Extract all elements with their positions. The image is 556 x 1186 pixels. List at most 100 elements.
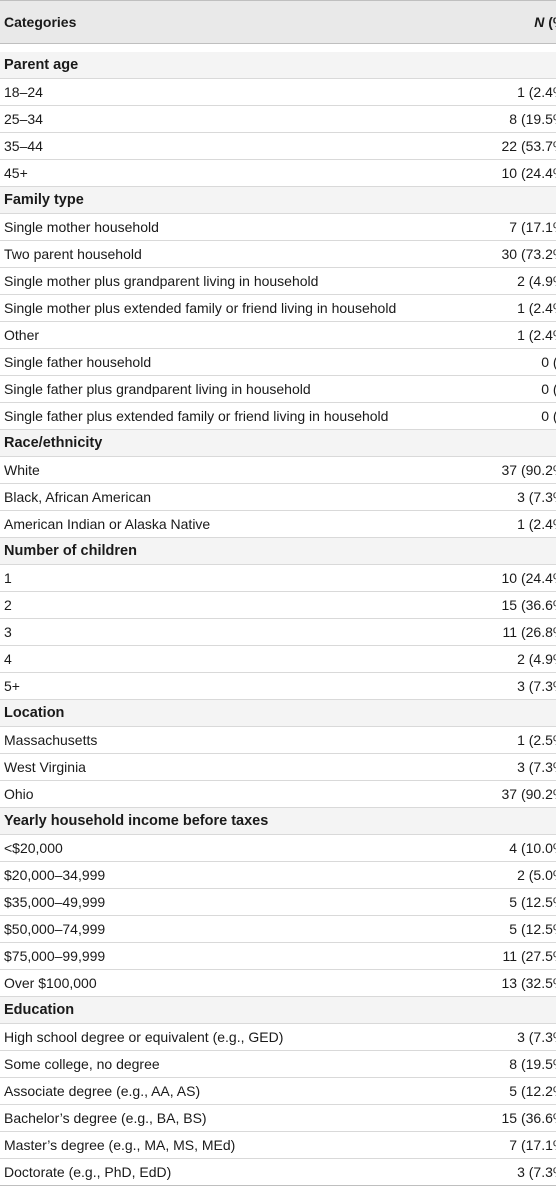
row-label: American Indian or Alaska Native (0, 510, 470, 538)
row-label: Some college, no degree (0, 1050, 470, 1078)
row-value: 15 (36.6%) (470, 1104, 556, 1132)
row-label: <$20,000 (0, 834, 470, 862)
row-label: 35–44 (0, 132, 470, 160)
row-label: $75,000–99,999 (0, 942, 470, 970)
table-row: Single father plus grandparent living in… (0, 375, 556, 403)
row-label: White (0, 456, 470, 484)
row-value: 8 (19.5%) (470, 1050, 556, 1078)
row-value: 8 (19.5%) (470, 105, 556, 133)
table-row: 311 (26.8%) (0, 618, 556, 646)
row-label: Massachusetts (0, 726, 470, 754)
row-value: 0 (0) (470, 402, 556, 430)
table-row: 45+10 (24.4%) (0, 159, 556, 187)
row-label: $20,000–34,999 (0, 861, 470, 889)
header-n-percent: N (%) (470, 0, 556, 44)
table-row: 18–241 (2.4%) (0, 78, 556, 106)
group-title: Education (0, 996, 556, 1024)
group-header-row: Yearly household income before taxes (0, 807, 556, 835)
row-value: 2 (4.9%) (470, 267, 556, 295)
header-spacer (0, 43, 556, 52)
row-label: Associate degree (e.g., AA, AS) (0, 1077, 470, 1105)
table-row: 42 (4.9%) (0, 645, 556, 673)
row-value: 1 (2.5%) (470, 726, 556, 754)
row-value: 7 (17.1%) (470, 1131, 556, 1159)
row-value: 10 (24.4%) (470, 159, 556, 187)
table-row: Bachelor’s degree (e.g., BA, BS) 15 (36.6… (0, 1104, 556, 1132)
row-value: 4 (10.0%) (470, 834, 556, 862)
row-label: Over $100,000 (0, 969, 470, 997)
group-title: Yearly household income before taxes (0, 807, 556, 835)
row-label: Other (0, 321, 470, 349)
row-label: High school degree or equivalent (e.g., … (0, 1023, 470, 1051)
row-value: 11 (26.8%) (470, 618, 556, 646)
row-label: 45+ (0, 159, 470, 187)
table-row: Single mother plus grandparent living in… (0, 267, 556, 295)
row-label: 3 (0, 618, 470, 646)
row-value: 5 (12.2%) (470, 1077, 556, 1105)
row-value: 11 (27.5%) (470, 942, 556, 970)
header-n: N (534, 14, 545, 30)
row-value: 0 (0) (470, 375, 556, 403)
row-label: 1 (0, 564, 470, 592)
group-header-row: Family type (0, 186, 556, 214)
table-header-row: Categories N (%) (0, 0, 556, 44)
row-value: 1 (2.4%) (470, 510, 556, 538)
table-row: Single father plus extended family or fr… (0, 402, 556, 430)
row-value: 30 (73.2%) (470, 240, 556, 268)
row-label: Single father plus grandparent living in… (0, 375, 470, 403)
row-value: 3 (7.3%) (470, 1023, 556, 1051)
row-value: 1 (2.4%) (470, 294, 556, 322)
row-label: Two parent household (0, 240, 470, 268)
group-title: Number of children (0, 537, 556, 565)
row-label: West Virginia (0, 753, 470, 781)
table-row: High school degree or equivalent (e.g., … (0, 1023, 556, 1051)
row-value: 1 (2.4%) (470, 321, 556, 349)
row-label: Ohio (0, 780, 470, 808)
row-value: 2 (4.9%) (470, 645, 556, 673)
row-value: 2 (5.0%) (470, 861, 556, 889)
table-row: Doctorate (e.g., PhD, EdD)3 (7.3%) (0, 1158, 556, 1186)
row-label: Single father plus extended family or fr… (0, 402, 470, 430)
row-label: Bachelor’s degree (e.g., BA, BS) (0, 1104, 470, 1132)
row-label: Master’s degree (e.g., MA, MS, MEd) (0, 1131, 470, 1159)
table-row: Master’s degree (e.g., MA, MS, MEd) 7 (17… (0, 1131, 556, 1159)
row-value: 5 (12.5%) (470, 915, 556, 943)
row-label: Single mother plus grandparent living in… (0, 267, 470, 295)
group-title: Family type (0, 186, 556, 214)
row-value: 37 (90.2%) (470, 780, 556, 808)
header-percent: (%) (548, 14, 556, 30)
table-row: Associate degree (e.g., AA, AS)5 (12.2%) (0, 1077, 556, 1105)
row-label: Single mother plus extended family or fr… (0, 294, 470, 322)
header-categories: Categories (0, 0, 470, 44)
row-label: $35,000–49,999 (0, 888, 470, 916)
row-value: 3 (7.3%) (470, 483, 556, 511)
row-label: Single father household (0, 348, 470, 376)
row-label: 2 (0, 591, 470, 619)
table-row: 25–348 (19.5%) (0, 105, 556, 133)
row-label: 5+ (0, 672, 470, 700)
row-value: 7 (17.1%) (470, 213, 556, 241)
row-label: Black, African American (0, 483, 470, 511)
row-value: 5 (12.5%) (470, 888, 556, 916)
row-label: Doctorate (e.g., PhD, EdD) (0, 1158, 470, 1186)
row-value: 10 (24.4%) (470, 564, 556, 592)
table-row: 110 (24.4%) (0, 564, 556, 592)
row-value: 1 (2.4%) (470, 78, 556, 106)
group-title: Parent age (0, 52, 556, 79)
group-header-row: Race/ethnicity (0, 429, 556, 457)
